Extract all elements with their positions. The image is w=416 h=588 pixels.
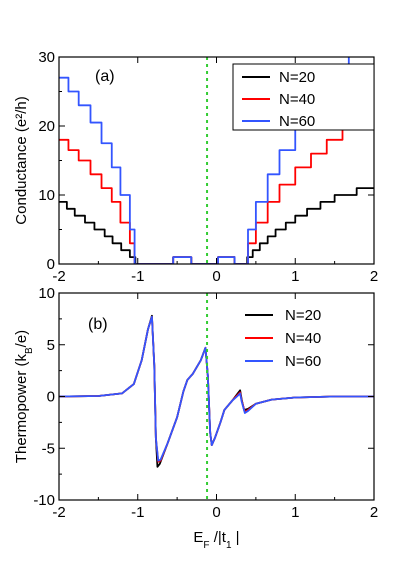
y-tick-label: 0 (47, 256, 55, 273)
legend-label: N=60 (285, 353, 321, 370)
y-tick-label: 10 (38, 187, 55, 204)
legend-label: N=20 (279, 69, 315, 86)
y-axis-title-text: Thermopower (k (13, 353, 30, 463)
x-tick-label: -1 (131, 268, 144, 285)
y-tick-label: -10 (33, 492, 55, 509)
x-axis-title-text: E (193, 529, 203, 546)
plot-area (59, 314, 374, 468)
series-line-n20 (59, 187, 374, 264)
x-tick-label: 1 (291, 504, 299, 521)
y-tick-label: 20 (38, 118, 55, 135)
y-tick-label: -5 (42, 440, 55, 457)
x-tick-label: -2 (52, 504, 65, 521)
legend: N=20 N=40 N=60 (232, 63, 375, 131)
x-tick-label: 2 (370, 504, 378, 521)
y-axis-title: Thermopower (kB/e) (13, 330, 35, 463)
legend-label: N=60 (279, 113, 315, 130)
x-axis-title-text: | (232, 529, 240, 546)
legend-label: N=40 (285, 330, 321, 347)
legend-frame (232, 63, 375, 131)
y-tick-label: 0 (47, 389, 55, 406)
series-line-n60 (59, 315, 374, 462)
series-line-n40 (59, 315, 374, 463)
y-axis-title-text: /e) (13, 330, 30, 348)
panel-label: (a) (95, 68, 115, 85)
x-axis-title: EF /|t1 | (193, 529, 239, 551)
x-tick-label: -1 (131, 504, 144, 521)
series-line-n20 (59, 314, 374, 468)
x-tick-label: -2 (52, 268, 65, 285)
legend-label: N=40 (279, 91, 315, 108)
panel-label: (b) (88, 316, 108, 333)
y-tick-label: 5 (47, 337, 55, 354)
x-axis-title-subscript: F (203, 540, 209, 551)
legend: N=20 N=40 N=60 (245, 307, 321, 370)
x-tick-label: 0 (212, 268, 220, 285)
x-axis-title-subscript: 1 (226, 540, 232, 551)
y-axis-title-subscript: B (24, 347, 35, 354)
legend-label: N=20 (285, 307, 321, 324)
y-tick-label: 30 (38, 49, 55, 66)
y-axis-title-text: Conductance (e²/h) (13, 96, 30, 224)
x-tick-label: 2 (370, 268, 378, 285)
x-axis-title-text: /|t (210, 529, 227, 546)
y-tick-label: 10 (38, 285, 55, 302)
x-tick-label: 0 (212, 504, 220, 521)
y-axis-title: Conductance (e²/h) (13, 96, 30, 224)
x-tick-label: 1 (291, 268, 299, 285)
